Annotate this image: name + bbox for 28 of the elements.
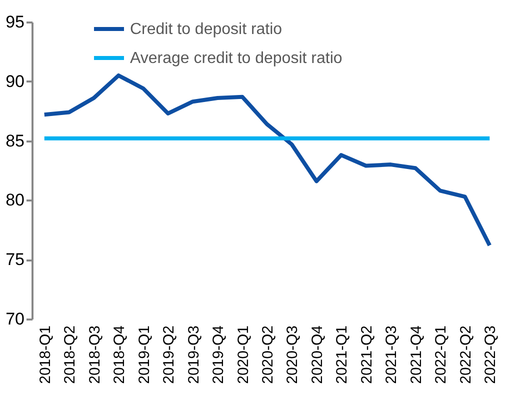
x-tick-label: 2021-Q1	[334, 326, 351, 384]
legend-label: Credit to deposit ratio	[130, 21, 282, 38]
legend-label: Average credit to deposit ratio	[130, 50, 342, 67]
x-tick-label: 2018-Q1	[36, 326, 54, 384]
x-tick-label: 2019-Q4	[210, 326, 228, 384]
x-tick-label: 2022-Q3	[482, 326, 500, 384]
x-tick-label: 2021-Q2	[358, 326, 376, 384]
x-tick-label: 2019-Q2	[160, 326, 178, 384]
x-tick-label: 2021-Q4	[408, 326, 425, 384]
y-tick-label: 85	[6, 131, 24, 150]
x-tick-label: 2020-Q1	[234, 326, 252, 384]
x-tick-label: 2021-Q3	[383, 326, 400, 384]
x-tick-label: 2020-Q4	[308, 326, 326, 384]
x-tick-label: 2019-Q1	[136, 326, 153, 384]
x-tick-label: 2019-Q3	[185, 326, 202, 384]
x-tick-label: 2020-Q2	[260, 326, 276, 384]
x-tick-label: 2018-Q2	[62, 326, 79, 384]
x-tick-label: 2022-Q1	[432, 326, 450, 384]
y-tick-label: 90	[6, 72, 24, 91]
y-tick-label: 95	[6, 12, 24, 32]
x-tick-label: 2018-Q4	[111, 326, 128, 384]
x-tick-label: 2018-Q3	[86, 326, 104, 384]
x-tick-label: 2020-Q3	[284, 326, 302, 384]
y-tick-label: 80	[6, 190, 24, 210]
y-tick-label: 75	[6, 250, 24, 270]
x-tick-label: 2022-Q2	[457, 326, 474, 384]
y-tick-label: 70	[6, 310, 24, 328]
line-series	[42, 73, 492, 248]
